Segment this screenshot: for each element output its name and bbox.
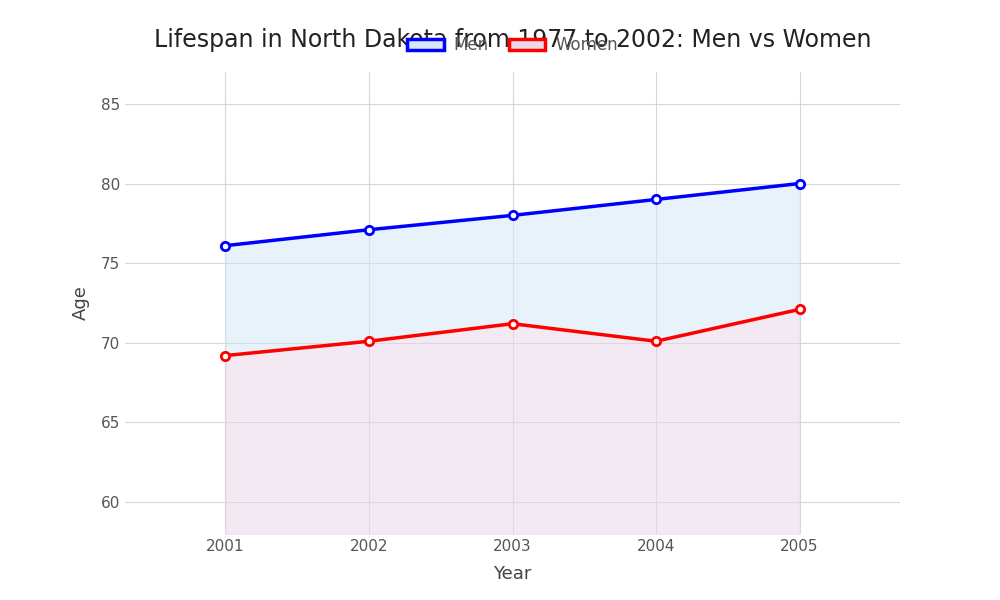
Title: Lifespan in North Dakota from 1977 to 2002: Men vs Women: Lifespan in North Dakota from 1977 to 20… bbox=[154, 28, 871, 52]
Legend: Men, Women: Men, Women bbox=[400, 29, 625, 61]
Y-axis label: Age: Age bbox=[72, 286, 90, 320]
X-axis label: Year: Year bbox=[493, 565, 532, 583]
